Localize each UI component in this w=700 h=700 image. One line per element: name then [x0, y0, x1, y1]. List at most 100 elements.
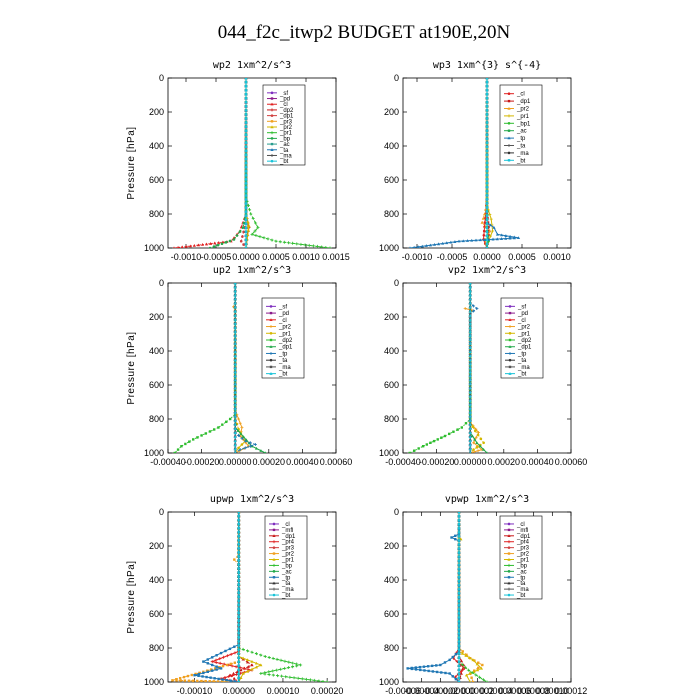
series-point-bt — [468, 378, 472, 382]
series-point-dp1 — [264, 451, 267, 453]
x-tick-label: 0.00008 — [517, 686, 550, 696]
series-point-bt — [237, 660, 241, 664]
series-point-bp — [280, 674, 284, 678]
series-point-tp — [444, 671, 447, 675]
x-tick-label: 0.0005 — [262, 252, 290, 262]
y-tick-label: 200 — [384, 312, 399, 322]
series-point-pr1 — [307, 243, 311, 247]
series-point-bt — [485, 80, 489, 84]
series-point-bt — [485, 133, 489, 136]
series-point-pr1 — [241, 656, 245, 660]
series-point-tp — [508, 234, 512, 238]
series-point-dp2 — [208, 430, 212, 433]
series-point-bt — [457, 648, 461, 651]
legend-marker — [507, 522, 511, 526]
series-point-tp — [436, 242, 441, 246]
legend-label: _pr1 — [279, 131, 293, 137]
series-point-bt — [468, 334, 472, 337]
series-point-pr4 — [230, 664, 234, 668]
series-point-bt — [468, 398, 472, 402]
legend-marker — [270, 120, 274, 123]
plot-frame — [402, 282, 572, 454]
series-point-bt — [244, 96, 248, 100]
series-point-dp2 — [188, 440, 191, 443]
series-point-tp — [451, 655, 454, 659]
series-point-pr1 — [286, 241, 290, 245]
series-point-bt — [233, 301, 237, 305]
series-point-bt — [244, 84, 248, 88]
series-point-bt — [237, 644, 241, 647]
series-point-tp — [206, 658, 209, 661]
series-point-dp1 — [250, 663, 254, 667]
series-point-bt — [468, 386, 472, 390]
series-point-bt — [457, 539, 461, 542]
series-point-bp — [208, 246, 212, 248]
series-point-tp — [431, 670, 435, 673]
y-tick-label: 200 — [384, 541, 399, 551]
series-point-bt — [244, 194, 248, 197]
legend-label: _bt — [279, 159, 289, 165]
x-tick-label: -0.0005 — [437, 252, 468, 262]
legend-label: _ma — [281, 587, 294, 593]
series-point-bt — [485, 226, 489, 229]
series-point-bt — [237, 514, 241, 518]
series-point-bp — [263, 672, 267, 676]
series-point-bt — [237, 567, 241, 570]
series-point-dp1 — [232, 677, 236, 680]
legend-marker — [507, 136, 511, 140]
series-point-bp — [288, 675, 292, 679]
series-point-tp — [482, 238, 487, 241]
series-point-tp — [423, 669, 426, 672]
legend-label: _pr4 — [281, 540, 295, 546]
series-point-bt — [237, 664, 241, 668]
y-tick-label: 1000 — [379, 677, 399, 687]
legend-marker — [270, 114, 274, 117]
series-point-bt — [233, 402, 237, 406]
y-tick-label: 1000 — [144, 448, 164, 458]
y-tick-label: 400 — [149, 575, 164, 585]
legend-marker — [270, 159, 274, 163]
series-point-bt — [485, 88, 489, 92]
series-point-dp1 — [239, 432, 243, 435]
series-point-bt — [457, 587, 461, 591]
legend-marker — [269, 311, 273, 315]
series-point-bt — [485, 84, 489, 88]
series-point-bp — [241, 226, 245, 229]
series-point-bt — [237, 575, 241, 579]
series-point-dp1 — [241, 235, 244, 238]
series-point-bp — [238, 230, 242, 233]
series-point-bt — [485, 206, 489, 209]
y-tick-label: 600 — [384, 380, 399, 390]
series-point-pr2 — [212, 680, 216, 682]
x-tick-label: -0.00002 — [423, 686, 459, 696]
series-point-bt — [237, 526, 241, 530]
series-point-bp — [241, 647, 245, 651]
legend-marker — [507, 106, 511, 110]
legend-label: _ma — [516, 151, 529, 157]
series-point-bt — [233, 427, 237, 430]
legend-marker — [507, 552, 511, 555]
legend-label: _pr1 — [516, 558, 530, 564]
series-point-tp — [197, 672, 201, 676]
legend-label: _ma — [279, 153, 292, 159]
series-point-bp — [235, 234, 239, 237]
series-point-pr4 — [214, 660, 218, 664]
series-point-bt — [468, 283, 472, 285]
legend-marker — [269, 345, 273, 348]
series-point-dp2 — [176, 448, 180, 451]
series-point-bp — [299, 663, 303, 667]
series-point-pr4 — [233, 651, 237, 655]
series-point-bt — [233, 362, 237, 366]
legend-marker — [269, 365, 273, 369]
series-point-bt — [233, 374, 237, 378]
series-point-bt — [244, 246, 248, 248]
x-tick-label: -0.0005 — [201, 252, 232, 262]
series-point-pr4 — [225, 654, 229, 658]
series-point-bt — [233, 398, 237, 402]
series-point-bt — [457, 603, 461, 607]
legend-label: _ac — [516, 129, 527, 135]
series-point-pr4 — [222, 655, 226, 659]
series-point-tp — [243, 446, 247, 450]
series-point-pr2 — [220, 680, 224, 682]
series-point-tp — [217, 677, 220, 681]
